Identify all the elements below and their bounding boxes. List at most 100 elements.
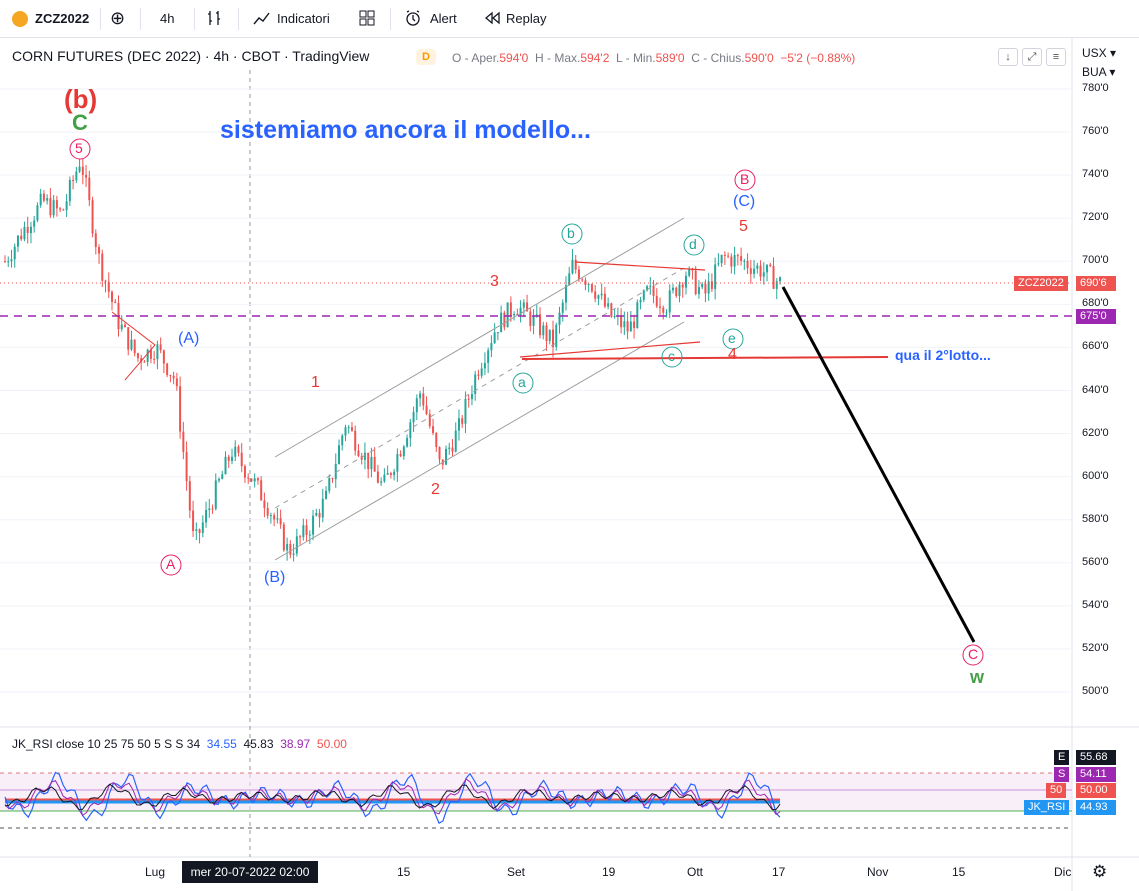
replay-icon[interactable] (483, 9, 501, 29)
candle-body (587, 284, 590, 286)
candle-body (315, 512, 318, 516)
candle-body (529, 311, 532, 326)
candle-body (357, 450, 360, 457)
interval-button[interactable]: 4h (160, 11, 175, 26)
candle-body (432, 426, 435, 434)
candle-body (626, 321, 629, 332)
unit-selector[interactable]: BUA ▾ (1082, 65, 1116, 79)
candle-body (655, 296, 658, 307)
candle-body (493, 332, 496, 344)
candle-body (740, 256, 743, 261)
candle-body (46, 198, 49, 201)
candle-body (266, 508, 269, 516)
candle-body (256, 478, 259, 481)
wave-e-label: e (728, 330, 736, 346)
rsi-series (4, 771, 781, 824)
maximize-icon[interactable]: ⤢ (1022, 48, 1042, 66)
add-symbol-icon[interactable]: ⊕ (110, 8, 126, 28)
candle-body (659, 306, 662, 308)
candle-body (143, 361, 146, 363)
settings-gear-icon[interactable]: ⚙ (1092, 862, 1108, 881)
candle-body (496, 332, 499, 334)
divider (390, 8, 391, 30)
wave-e-circle (722, 328, 744, 350)
candle-body (29, 226, 32, 234)
alert-button[interactable]: Alert (430, 11, 457, 26)
wave-C-green-label: C (72, 110, 88, 135)
candle-body (487, 350, 490, 363)
candle-body (185, 451, 188, 482)
projection-line (781, 286, 976, 643)
price-chart[interactable] (0, 38, 1139, 891)
candle-body (123, 324, 126, 328)
candle-body (153, 358, 156, 360)
candle-body (457, 418, 460, 431)
candle-body (568, 273, 571, 286)
candle-body (577, 269, 580, 280)
more-icon[interactable]: ≡ (1046, 48, 1066, 66)
candle-body (736, 255, 739, 257)
candle-body (396, 454, 399, 472)
bars-style-icon[interactable] (206, 9, 224, 29)
templates-icon[interactable] (358, 9, 376, 29)
rsi-tag-50-label: 50 (1046, 783, 1067, 798)
symbol-logo-icon (12, 11, 28, 27)
candle-body (282, 524, 285, 551)
candle-body (337, 445, 340, 464)
candle-body (85, 174, 88, 178)
candle-body (406, 438, 409, 447)
candle-body (162, 350, 165, 364)
candle-body (454, 430, 457, 452)
candle-body (402, 446, 405, 457)
candle-body (451, 447, 454, 452)
move-down-icon[interactable]: ↓ (998, 48, 1018, 66)
rsi-tag-jk-label: JK_RSI (1024, 800, 1070, 815)
candle-body (363, 452, 366, 460)
candle-body (120, 324, 123, 330)
price-tick-label: 500'0 (1082, 685, 1109, 697)
wave-B-circle (734, 169, 756, 191)
wave-w-label: w (970, 667, 985, 687)
candle-body (753, 268, 756, 274)
time-tick-label: 19 (602, 865, 616, 879)
candle-body (509, 302, 512, 316)
candle-body (370, 456, 373, 470)
candle-body (376, 471, 379, 483)
time-tick-label: Dic (1054, 865, 1072, 879)
second-lot-line (521, 356, 889, 360)
replay-button[interactable]: Replay (506, 11, 547, 26)
candle-body (545, 325, 548, 341)
candle-body (500, 312, 503, 333)
candle-body (506, 302, 509, 328)
candle-body (68, 179, 71, 202)
price-tick-label: 540'0 (1082, 598, 1109, 611)
alert-icon[interactable] (404, 9, 422, 29)
candle-body (91, 200, 94, 234)
candle-body (292, 553, 295, 555)
candle-body (620, 315, 623, 328)
candle-body (10, 259, 13, 262)
candle-body (107, 281, 110, 292)
candle-body (678, 284, 681, 296)
candle-body (649, 285, 652, 287)
symbol-button[interactable]: ZCZ2022 (35, 11, 90, 26)
indicators-button[interactable]: Indicatori (277, 11, 330, 26)
candle-body (49, 198, 52, 216)
candle-body (205, 510, 208, 523)
candle-body (671, 287, 674, 291)
candle-body (276, 518, 279, 520)
candle-body (477, 374, 480, 376)
candle-body (279, 518, 282, 525)
candle-body (344, 427, 347, 436)
candle-body (78, 166, 81, 172)
indicators-icon[interactable] (252, 9, 272, 29)
candle-body (360, 456, 363, 460)
candle-body (166, 363, 169, 376)
wave-C-label: C (968, 646, 979, 662)
candle-body (393, 471, 396, 476)
currency-selector[interactable]: USX ▾ (1082, 46, 1117, 60)
divider (194, 8, 195, 30)
candle-body (526, 302, 529, 312)
candle-body (474, 374, 477, 394)
candle-body (435, 433, 438, 448)
